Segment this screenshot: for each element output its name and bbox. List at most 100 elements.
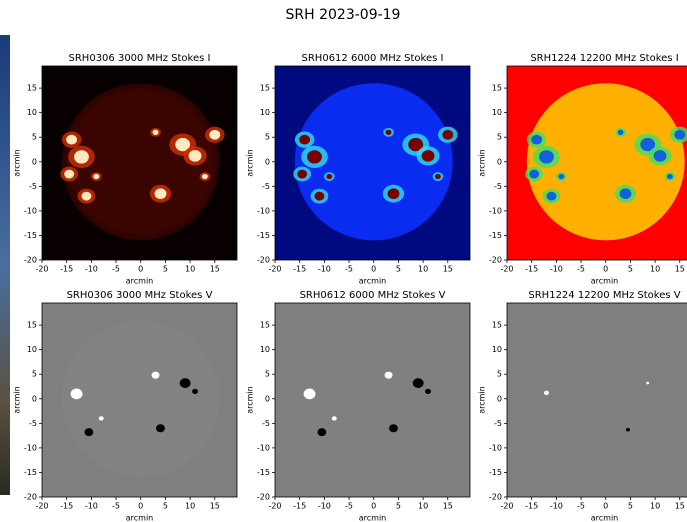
y-tick-label: -20 <box>24 493 37 502</box>
y-tick-label: -10 <box>489 443 502 452</box>
source <box>209 130 220 140</box>
y-tick-label: 15 <box>492 84 502 93</box>
x-tick-label: 5 <box>396 502 401 511</box>
figure-title: SRH 2023-09-19 <box>286 7 401 23</box>
x-tick-label: 0 <box>603 265 608 274</box>
figure: SRH 2023-09-19 SRH0306 3000 MHz Stokes I… <box>0 0 687 522</box>
source <box>332 416 337 420</box>
x-tick-label: 15 <box>443 502 453 511</box>
y-tick-label: 10 <box>260 108 270 117</box>
source <box>388 188 400 199</box>
x-tick-label: -20 <box>268 502 281 511</box>
y-tick-label: 0 <box>497 157 502 166</box>
source <box>189 150 202 162</box>
y-tick-label: -5 <box>29 419 37 428</box>
y-tick-label: 15 <box>260 84 270 93</box>
source <box>646 382 649 385</box>
source <box>84 428 93 436</box>
x-tick-label: -5 <box>345 265 353 274</box>
x-tick-label: -5 <box>112 502 120 511</box>
x-tick-label: -15 <box>293 502 306 511</box>
x-tick-label: -10 <box>85 265 98 274</box>
source <box>422 150 435 162</box>
y-tick-label: -20 <box>257 256 270 265</box>
image-panel <box>275 303 470 497</box>
y-tick-label: -5 <box>262 419 270 428</box>
x-axis-label: arcmin <box>591 514 619 522</box>
source <box>66 135 77 145</box>
solar-disk <box>295 320 453 477</box>
y-tick-label: -15 <box>489 231 502 240</box>
source <box>81 192 91 201</box>
y-tick-label: 5 <box>497 370 502 379</box>
source <box>326 174 332 179</box>
y-tick-label: -5 <box>494 182 502 191</box>
y-tick-label: -10 <box>489 206 502 215</box>
y-tick-label: -10 <box>24 443 37 452</box>
image-panel <box>507 66 687 260</box>
y-tick-label: 0 <box>497 394 502 403</box>
y-tick-label: 5 <box>32 370 37 379</box>
x-tick-label: 0 <box>371 265 376 274</box>
source <box>546 192 556 201</box>
x-tick-label: 10 <box>185 502 195 511</box>
x-tick-label: -5 <box>112 265 120 274</box>
panel-title: SRH0612 6000 MHz Stokes I <box>302 53 444 64</box>
panel-title: SRH0612 6000 MHz Stokes V <box>300 290 446 301</box>
y-tick-label: 15 <box>27 321 37 330</box>
solar-disk <box>62 320 220 477</box>
x-tick-label: 5 <box>163 265 168 274</box>
source <box>539 150 554 163</box>
x-tick-label: -20 <box>500 265 513 274</box>
x-tick-label: 15 <box>443 265 453 274</box>
x-axis-label: arcmin <box>359 514 387 522</box>
x-tick-label: 5 <box>628 265 633 274</box>
y-tick-label: -5 <box>262 182 270 191</box>
y-axis-label: arcmin <box>246 386 255 414</box>
source <box>314 192 324 201</box>
y-tick-label: 10 <box>27 108 37 117</box>
x-tick-label: -15 <box>60 502 73 511</box>
source <box>180 378 191 388</box>
y-tick-label: 0 <box>32 394 37 403</box>
source <box>74 150 89 163</box>
x-tick-label: 10 <box>418 502 428 511</box>
source <box>71 389 83 400</box>
source <box>99 416 104 420</box>
source <box>155 188 167 199</box>
x-axis-label: arcmin <box>359 277 387 286</box>
source <box>202 174 208 179</box>
source <box>558 174 564 179</box>
source <box>667 174 673 179</box>
y-tick-label: 15 <box>260 321 270 330</box>
y-tick-label: -5 <box>494 419 502 428</box>
source <box>626 428 630 432</box>
y-tick-label: -10 <box>257 443 270 452</box>
x-tick-label: -15 <box>293 265 306 274</box>
source <box>93 174 99 179</box>
y-tick-label: 15 <box>27 84 37 93</box>
source <box>435 174 441 179</box>
source <box>307 150 322 163</box>
y-tick-label: 0 <box>265 157 270 166</box>
y-tick-label: -15 <box>24 468 37 477</box>
x-tick-label: -20 <box>35 265 48 274</box>
x-tick-label: 15 <box>675 265 685 274</box>
x-axis-label: arcmin <box>126 514 154 522</box>
y-tick-label: -20 <box>257 493 270 502</box>
source <box>529 170 539 179</box>
x-tick-label: -10 <box>318 265 331 274</box>
panel-title: SRH0306 3000 MHz Stokes V <box>67 290 213 301</box>
source <box>64 170 74 179</box>
source <box>156 424 165 432</box>
y-axis-label: arcmin <box>246 149 255 177</box>
source <box>192 389 198 394</box>
x-tick-label: -20 <box>35 502 48 511</box>
panel-title: SRH1224 12200 MHz Stokes I <box>530 53 678 64</box>
source <box>442 130 453 140</box>
source <box>654 150 667 162</box>
x-tick-label: 10 <box>185 265 195 274</box>
y-axis-label: arcmin <box>478 386 487 414</box>
source <box>618 130 624 135</box>
panel-title: SRH0306 3000 MHz Stokes I <box>69 53 211 64</box>
